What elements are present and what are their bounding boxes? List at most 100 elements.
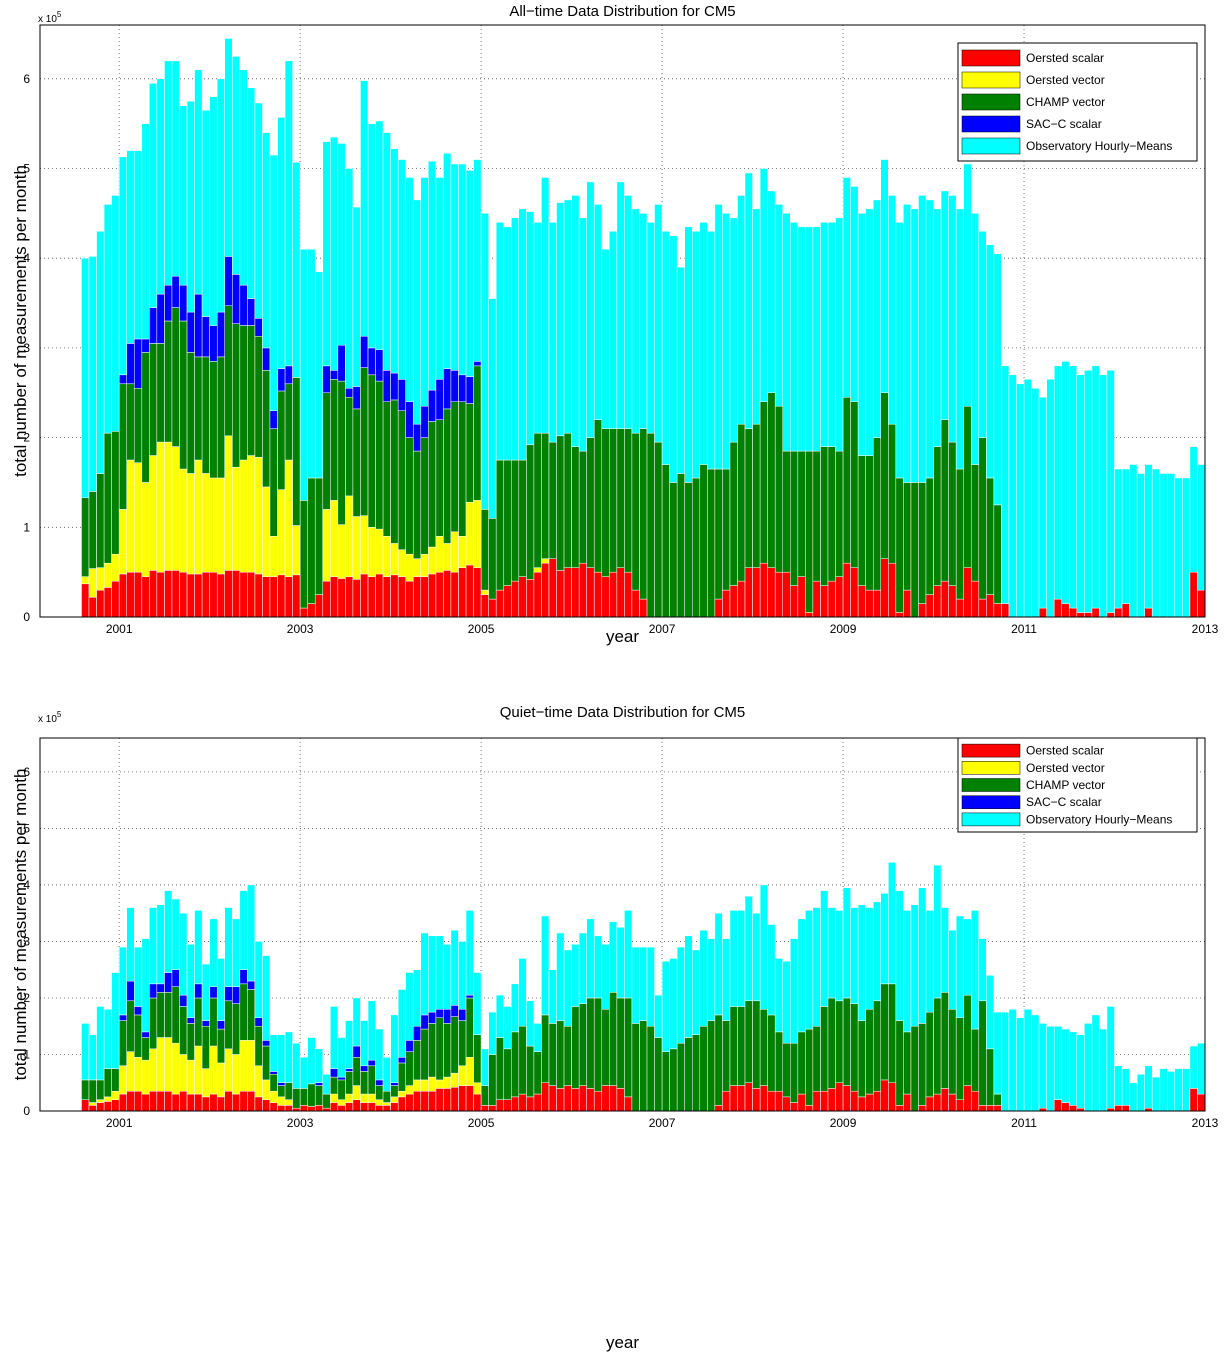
bar-segment xyxy=(171,969,180,987)
bar-segment xyxy=(714,1105,723,1112)
bar-segment xyxy=(533,222,542,434)
bar-segment xyxy=(541,1082,550,1112)
bar-segment xyxy=(345,1102,354,1112)
bar-segment xyxy=(1053,1099,1062,1112)
bar-segment xyxy=(277,1085,286,1098)
bar-segment xyxy=(948,585,957,618)
bar-segment xyxy=(458,1085,467,1112)
bar-segment xyxy=(707,1020,716,1112)
y-axis-label: total number of measurements per month xyxy=(11,165,30,477)
bar-segment xyxy=(224,435,233,571)
bar-segment xyxy=(978,1000,987,1106)
bar-segment xyxy=(563,432,572,568)
bar-segment xyxy=(450,401,459,533)
bar-segment xyxy=(699,222,708,465)
bar-segment xyxy=(322,392,331,510)
bar-segment xyxy=(872,437,881,591)
bar-segment xyxy=(880,159,889,394)
bar-segment xyxy=(805,226,814,452)
bar-segment xyxy=(330,500,339,577)
bar-segment xyxy=(420,576,429,618)
bar-segment xyxy=(533,1093,542,1112)
bar-segment xyxy=(1031,388,1040,618)
bar-segment xyxy=(96,1102,105,1112)
y-tick-label: 2 xyxy=(23,991,30,1005)
bar-segment xyxy=(714,468,723,600)
bar-segment xyxy=(797,576,806,618)
bar-segment xyxy=(337,1037,346,1078)
legend: Oersted scalar Oersted vector CHAMP vector… xyxy=(957,42,1198,162)
bar-segment xyxy=(601,1009,610,1086)
x-tick-label: 2005 xyxy=(468,622,495,636)
bar-segment xyxy=(352,408,361,517)
bar-segment xyxy=(375,1079,384,1086)
bar-segment xyxy=(918,1105,927,1112)
bar-segment xyxy=(322,1093,331,1109)
bar-segment xyxy=(443,408,452,544)
bar-segment xyxy=(820,1090,829,1112)
bar-segment xyxy=(518,459,527,577)
bar-segment xyxy=(126,383,135,461)
bar-segment xyxy=(277,390,286,490)
bar-segment xyxy=(96,589,105,618)
bar-segment xyxy=(194,293,203,358)
x-tick-label: 2007 xyxy=(649,622,676,636)
bar-segment xyxy=(262,1040,271,1047)
bar-segment xyxy=(337,344,346,382)
y-tick-label: 1 xyxy=(23,1047,30,1061)
bar-segment xyxy=(179,994,188,1007)
bar-segment xyxy=(103,204,112,434)
bar-segment xyxy=(752,1000,761,1089)
bar-segment xyxy=(352,386,361,410)
bar-segment xyxy=(601,428,610,577)
bar-segment xyxy=(805,1105,814,1112)
bar-segment xyxy=(1061,603,1070,618)
bar-segment xyxy=(888,1082,897,1112)
bar-segment xyxy=(81,576,90,585)
bar-segment xyxy=(382,1105,391,1112)
bar-segment xyxy=(360,573,369,618)
bar-segment xyxy=(857,904,866,1021)
bar-segment xyxy=(239,325,248,461)
bar-segment xyxy=(963,918,972,996)
bar-segment xyxy=(171,446,180,571)
legend-swatch xyxy=(961,761,1021,775)
bar-segment xyxy=(247,989,256,1041)
bar-segment xyxy=(774,1031,783,1092)
bar-segment xyxy=(526,444,535,580)
bar-segment xyxy=(970,464,979,582)
bar-segment xyxy=(292,1042,301,1089)
bar-segment xyxy=(171,1042,180,1095)
bar-segment xyxy=(322,365,331,394)
bar-segment xyxy=(895,890,904,1021)
bar-segment xyxy=(963,163,972,407)
bar-segment xyxy=(940,580,949,618)
bar-segment xyxy=(707,468,716,618)
bar-segment xyxy=(1023,1009,1032,1112)
bar-segment xyxy=(722,468,731,591)
bar-segment xyxy=(375,1028,384,1081)
bar-segment xyxy=(360,1071,369,1095)
bar-segment xyxy=(654,994,663,1038)
bar-segment xyxy=(1174,477,1183,618)
bar-segment xyxy=(1016,383,1025,618)
bar-segment xyxy=(473,1093,482,1112)
bar-segment xyxy=(495,222,504,461)
bar-segment xyxy=(397,159,406,380)
bar-segment xyxy=(262,132,271,349)
bar-segment xyxy=(141,338,150,353)
y-tick-label: 0 xyxy=(23,610,30,624)
bar-segment xyxy=(141,482,150,577)
bar-segment xyxy=(609,992,618,1086)
bar-segment xyxy=(1114,607,1123,618)
x-tick-label: 2009 xyxy=(830,1116,857,1130)
bar-segment xyxy=(872,1090,881,1112)
bar-segment xyxy=(284,576,293,618)
legend-swatch xyxy=(961,778,1021,792)
bar-segment xyxy=(330,1102,339,1112)
bar-segment xyxy=(465,994,474,999)
bar-segment xyxy=(194,573,203,618)
bar-segment xyxy=(247,455,256,573)
bar-segment xyxy=(1182,1068,1191,1112)
